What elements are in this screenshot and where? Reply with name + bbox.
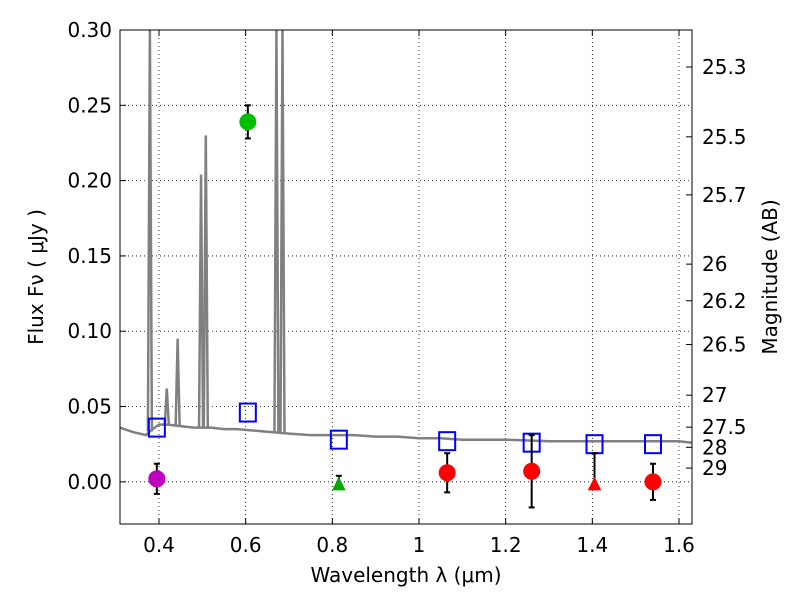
mag-tick-label: 29 — [702, 456, 727, 480]
upper-limit-triangle — [332, 476, 346, 491]
detection-point — [438, 464, 456, 482]
mag-tick-label: 26 — [702, 252, 727, 276]
y-axis-title: Flux Fν ( μJy ) — [24, 209, 48, 345]
y-tick-label: 0.00 — [67, 470, 112, 494]
emission-line — [202, 135, 210, 428]
emission-line — [163, 388, 171, 425]
emission-line — [197, 174, 205, 428]
y-tick-label: 0.15 — [67, 244, 112, 268]
model-photometry-square — [438, 431, 457, 452]
y-tick-label: 0.10 — [67, 319, 112, 343]
x-tick-label: 1.6 — [663, 533, 695, 557]
y-tick-label: 0.25 — [67, 93, 112, 117]
ticks-layer: 0.4 0.6 0.8 1 1.2 1.4 1.6 0.00 0.05 0.10 0.15 0.20 0… — [67, 18, 746, 557]
y-tick-label: 0.05 — [67, 395, 112, 419]
mag-tick-label: 25.3 — [702, 55, 747, 79]
mag-tick-label: 25.7 — [702, 183, 747, 207]
mag-tick-label: 26.5 — [702, 332, 747, 356]
x-tick-label: 1.2 — [490, 533, 522, 557]
y-tick-label: 0.30 — [67, 18, 112, 42]
x-tick-label: 0.4 — [143, 533, 175, 557]
detection-point — [239, 113, 257, 131]
mag-tick-label: 27.5 — [702, 415, 747, 439]
upper-limit-triangle — [587, 476, 602, 491]
mag-tick-label: 28 — [702, 435, 727, 459]
x-tick-label: 1.4 — [576, 533, 608, 557]
detection-point — [148, 470, 166, 488]
model-photometry-square — [644, 434, 662, 455]
x-tick-label: 0.8 — [316, 533, 348, 557]
detection-point — [523, 462, 541, 480]
plot-frame — [119, 29, 693, 525]
x-tick-label: 0.6 — [230, 533, 262, 557]
model-photometry-square — [329, 429, 348, 450]
y-tick-label: 0.20 — [67, 169, 112, 193]
model-photometry-square — [147, 417, 166, 438]
mag-tick-label: 25.5 — [702, 125, 747, 149]
x-tick-label: 1 — [413, 533, 426, 557]
markers-layer — [147, 104, 662, 509]
x-axis-title: Wavelength λ (μm) — [310, 563, 501, 587]
detection-point — [644, 473, 662, 491]
right-axis-title: Magnitude (AB) — [758, 199, 782, 354]
mag-tick-label: 27 — [702, 383, 727, 407]
emission-line — [174, 338, 181, 426]
model-photometry-square — [238, 402, 257, 423]
mag-tick-label: 26.2 — [702, 289, 747, 313]
